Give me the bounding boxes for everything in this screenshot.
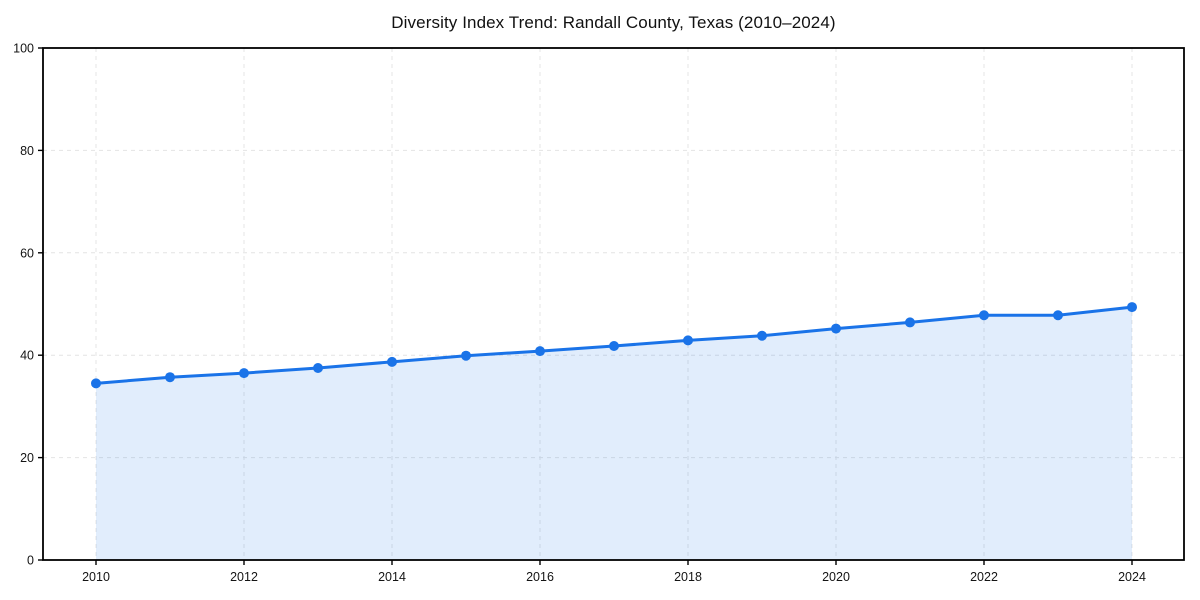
data-point-marker (313, 363, 323, 373)
data-point-marker (461, 350, 471, 361)
y-tick-label: 60 (20, 246, 34, 260)
x-tick-label: 2024 (1118, 570, 1146, 584)
y-tick-label: 80 (20, 144, 34, 158)
x-tick-label: 2012 (230, 570, 258, 584)
x-tick-label: 2010 (82, 570, 110, 584)
x-tick-label: 2022 (970, 570, 998, 584)
data-point-marker (979, 310, 989, 321)
y-tick-label: 100 (13, 42, 34, 56)
x-tick-label: 2014 (378, 570, 406, 584)
data-point-marker (1053, 310, 1063, 321)
data-point-marker (387, 356, 397, 367)
data-point-marker (757, 330, 767, 341)
data-point-marker (609, 340, 619, 351)
data-point-marker (831, 323, 841, 334)
x-tick-label: 2020 (822, 570, 850, 584)
data-point-marker (683, 335, 693, 346)
x-tick-label: 2018 (674, 570, 702, 584)
data-point-marker (239, 368, 249, 379)
y-tick-label: 40 (20, 349, 34, 363)
data-point-marker (165, 372, 175, 383)
data-point-marker (905, 317, 915, 328)
y-tick-label: 0 (27, 554, 34, 568)
chart-title: Diversity Index Trend: Randall County, T… (391, 13, 836, 32)
y-tick-label: 20 (20, 451, 34, 465)
data-point-marker (1127, 302, 1137, 313)
plot-border (42, 47, 1185, 561)
x-tick-label: 2016 (526, 570, 554, 584)
area-fill (96, 307, 1132, 560)
data-point-marker (91, 378, 101, 389)
data-point-marker (535, 346, 545, 357)
